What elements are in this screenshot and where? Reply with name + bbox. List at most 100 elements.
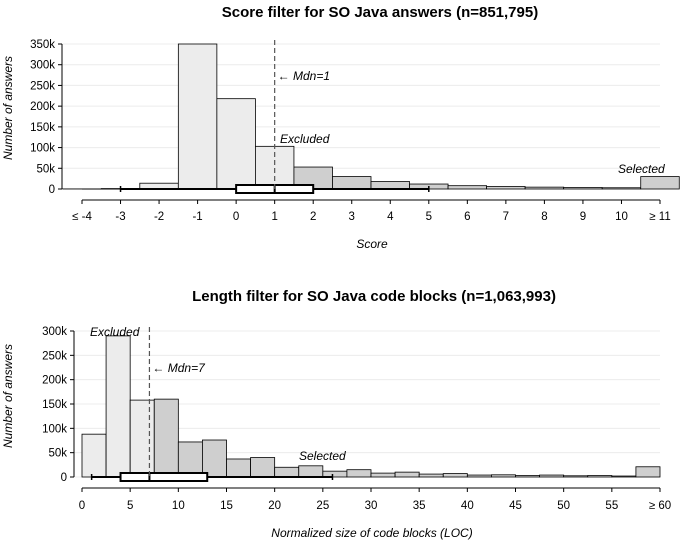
y-tick-label: 150k: [30, 122, 55, 134]
y-axis-label: Number of answers: [1, 56, 15, 160]
x-tick-label: 5: [426, 211, 432, 223]
bar: [370, 181, 410, 190]
bar: [447, 185, 488, 190]
bar: [129, 399, 155, 478]
y-tick-label: 250k: [42, 350, 67, 362]
bar: [226, 458, 251, 478]
selected-label: Selected: [299, 449, 346, 463]
bar: [587, 475, 613, 478]
bar: [274, 466, 300, 478]
x-tick-label: 6: [464, 211, 470, 223]
chart-title: Length filter for SO Java code blocks (n…: [192, 288, 556, 305]
bar: [81, 433, 107, 478]
x-tick-label: 35: [413, 500, 426, 512]
bar: [105, 335, 131, 478]
x-tick-label: ≥ 11: [649, 211, 670, 223]
y-tick-label: 150k: [42, 399, 67, 411]
y-tick-label: 100k: [30, 143, 55, 155]
y-tick-label: 0: [61, 472, 67, 484]
bar: [370, 472, 396, 478]
y-tick-label: 200k: [30, 101, 55, 113]
bar: [611, 475, 637, 478]
x-tick-label: 30: [365, 500, 378, 512]
x-tick-label: 20: [268, 500, 281, 512]
bar: [635, 466, 661, 478]
bar: [601, 187, 642, 190]
x-tick-label: -2: [154, 211, 164, 223]
x-tick-label: 1: [271, 211, 277, 223]
x-tick-label: 4: [387, 211, 394, 223]
y-tick-label: 100k: [42, 423, 67, 435]
x-tick-label: 0: [79, 500, 85, 512]
bar: [250, 457, 276, 478]
excluded-label: Excluded: [280, 132, 330, 146]
bar: [177, 43, 218, 190]
boxplot-box: [119, 472, 209, 482]
y-axis-label: Number of answers: [1, 344, 15, 448]
excluded-label: Excluded: [90, 325, 140, 339]
x-tick-label: 7: [503, 211, 509, 223]
bar: [563, 187, 603, 190]
x-tick-label: 0: [233, 211, 239, 223]
selected-label: Selected: [618, 162, 665, 176]
bar: [515, 475, 540, 478]
bar: [640, 176, 680, 190]
y-tick-label: 0: [49, 184, 55, 196]
bar: [332, 176, 372, 190]
y-tick-label: 50k: [36, 163, 55, 175]
y-tick-label: 200k: [42, 375, 67, 387]
y-tick-label: 250k: [30, 80, 55, 92]
median-label: ← Mdn=7: [152, 361, 206, 375]
x-tick-label: 5: [127, 500, 133, 512]
x-tick-label: 8: [541, 211, 547, 223]
bar: [394, 471, 420, 478]
bar: [216, 98, 256, 190]
x-tick-label: 2: [310, 211, 316, 223]
y-tick-label: 300k: [42, 326, 67, 338]
x-tick-label: 15: [220, 500, 233, 512]
bars: [81, 335, 661, 478]
x-tick-label: 45: [509, 500, 522, 512]
x-tick-label: -1: [192, 211, 202, 223]
y-tick-label: 50k: [48, 448, 67, 460]
x-tick-label: 10: [172, 500, 185, 512]
bar: [298, 465, 324, 478]
x-axis-label: Score: [356, 237, 388, 251]
x-axis: ≤ -4 -3 -2 -1 0 1 2 3 4 5 6 7 8 9 10 ≥ 11: [72, 199, 671, 223]
bar: [346, 469, 372, 478]
y-tick-label: 350k: [30, 39, 55, 51]
x-tick-label: -3: [115, 211, 125, 223]
median-label: ← Mdn=1: [278, 69, 330, 83]
bars: [62, 43, 680, 190]
y-tick-label: 300k: [30, 60, 55, 72]
bar: [466, 474, 492, 478]
x-tick-label: ≥ 60: [649, 500, 671, 512]
bar: [418, 473, 444, 478]
x-tick-label: 3: [349, 211, 355, 223]
bar: [153, 398, 179, 478]
x-tick-label: 25: [316, 500, 329, 512]
x-tick-label: ≤ -4: [72, 211, 92, 223]
bar: [563, 475, 589, 478]
bar: [524, 186, 565, 190]
bar: [539, 474, 565, 478]
bar: [202, 439, 227, 478]
bar: [486, 186, 526, 190]
length-histogram: Length filter for SO Java code blocks (n…: [1, 288, 671, 540]
x-tick-label: 40: [461, 500, 474, 512]
bar: [177, 441, 203, 478]
x-tick-label: 9: [580, 211, 586, 223]
bar: [491, 474, 516, 478]
x-axis: 0 5 10 15 20 25 30 35 40 45 50 55 ≥ 60: [79, 487, 671, 512]
x-tick-label: 50: [557, 500, 570, 512]
score-histogram: Score filter for SO Java answers (n=851,…: [1, 4, 680, 251]
x-axis-label: Normalized size of code blocks (LOC): [271, 526, 472, 540]
chart-title: Score filter for SO Java answers (n=851,…: [222, 4, 538, 21]
bar: [442, 473, 468, 478]
x-tick-label: 10: [615, 211, 628, 223]
y-axis: 0 50k 100k 150k 200k 250k 300k 350k: [30, 39, 63, 196]
gridlines: [62, 43, 660, 190]
y-axis: 0 50k 100k 150k 200k 250k 300k: [42, 326, 75, 484]
x-tick-label: 55: [605, 500, 618, 512]
